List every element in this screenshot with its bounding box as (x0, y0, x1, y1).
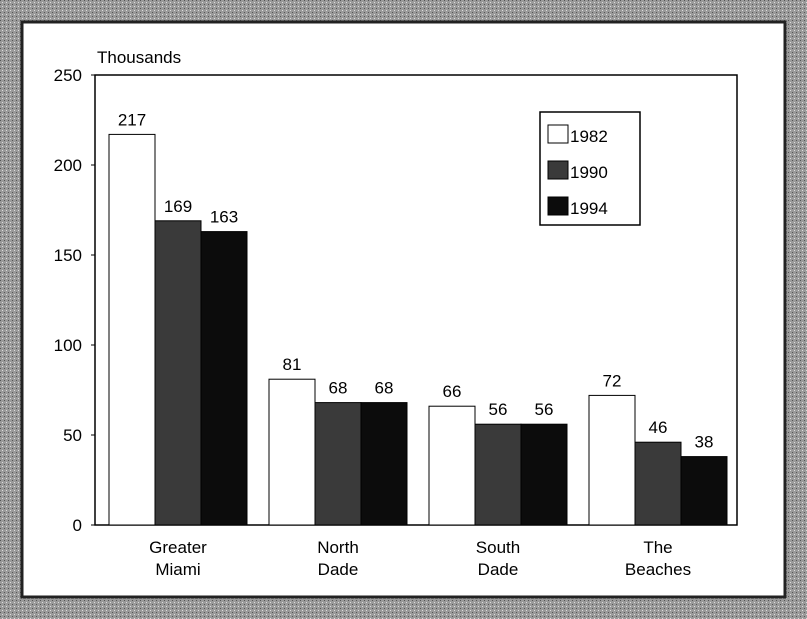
bar (200, 231, 248, 526)
y-tick-label: 100 (54, 336, 82, 355)
y-tick-label: 0 (73, 516, 82, 535)
bar (154, 220, 202, 526)
bar (520, 423, 568, 526)
legend-swatch (547, 160, 569, 180)
bar (360, 402, 408, 526)
x-tick-label: North Dade (317, 538, 359, 579)
bar (680, 456, 728, 526)
legend-label: 1982 (570, 127, 608, 146)
legend-swatch (547, 196, 569, 216)
data-label: 46 (649, 418, 668, 437)
y-axis-label: Thousands (97, 48, 181, 67)
plot-frame (94, 74, 738, 526)
legend-swatch (547, 124, 569, 144)
legend-label: 1994 (570, 199, 608, 218)
data-label: 68 (329, 379, 348, 398)
data-label: 169 (164, 197, 192, 216)
x-tick-label: South Dade (476, 538, 520, 579)
data-label: 38 (695, 433, 714, 452)
y-tick-label: 150 (54, 246, 82, 265)
data-label: 217 (118, 110, 146, 129)
bar (588, 394, 636, 526)
data-label: 66 (443, 382, 462, 401)
data-label: 72 (603, 371, 622, 390)
bar (634, 441, 682, 526)
bar (268, 378, 316, 526)
data-label: 56 (535, 400, 554, 419)
x-tick-label: Greater Miami (149, 538, 207, 579)
bar (314, 402, 362, 526)
y-tick-label: 50 (63, 426, 82, 445)
x-tick-label: The Beaches (625, 538, 691, 579)
legend-label: 1990 (570, 163, 608, 182)
bar (474, 423, 522, 526)
bar (428, 405, 476, 526)
data-label: 81 (283, 355, 302, 374)
data-label: 56 (489, 400, 508, 419)
data-label: 68 (375, 379, 394, 398)
y-tick-label: 250 (54, 66, 82, 85)
bar (108, 133, 156, 526)
data-label: 163 (210, 208, 238, 227)
y-tick-label: 200 (54, 156, 82, 175)
